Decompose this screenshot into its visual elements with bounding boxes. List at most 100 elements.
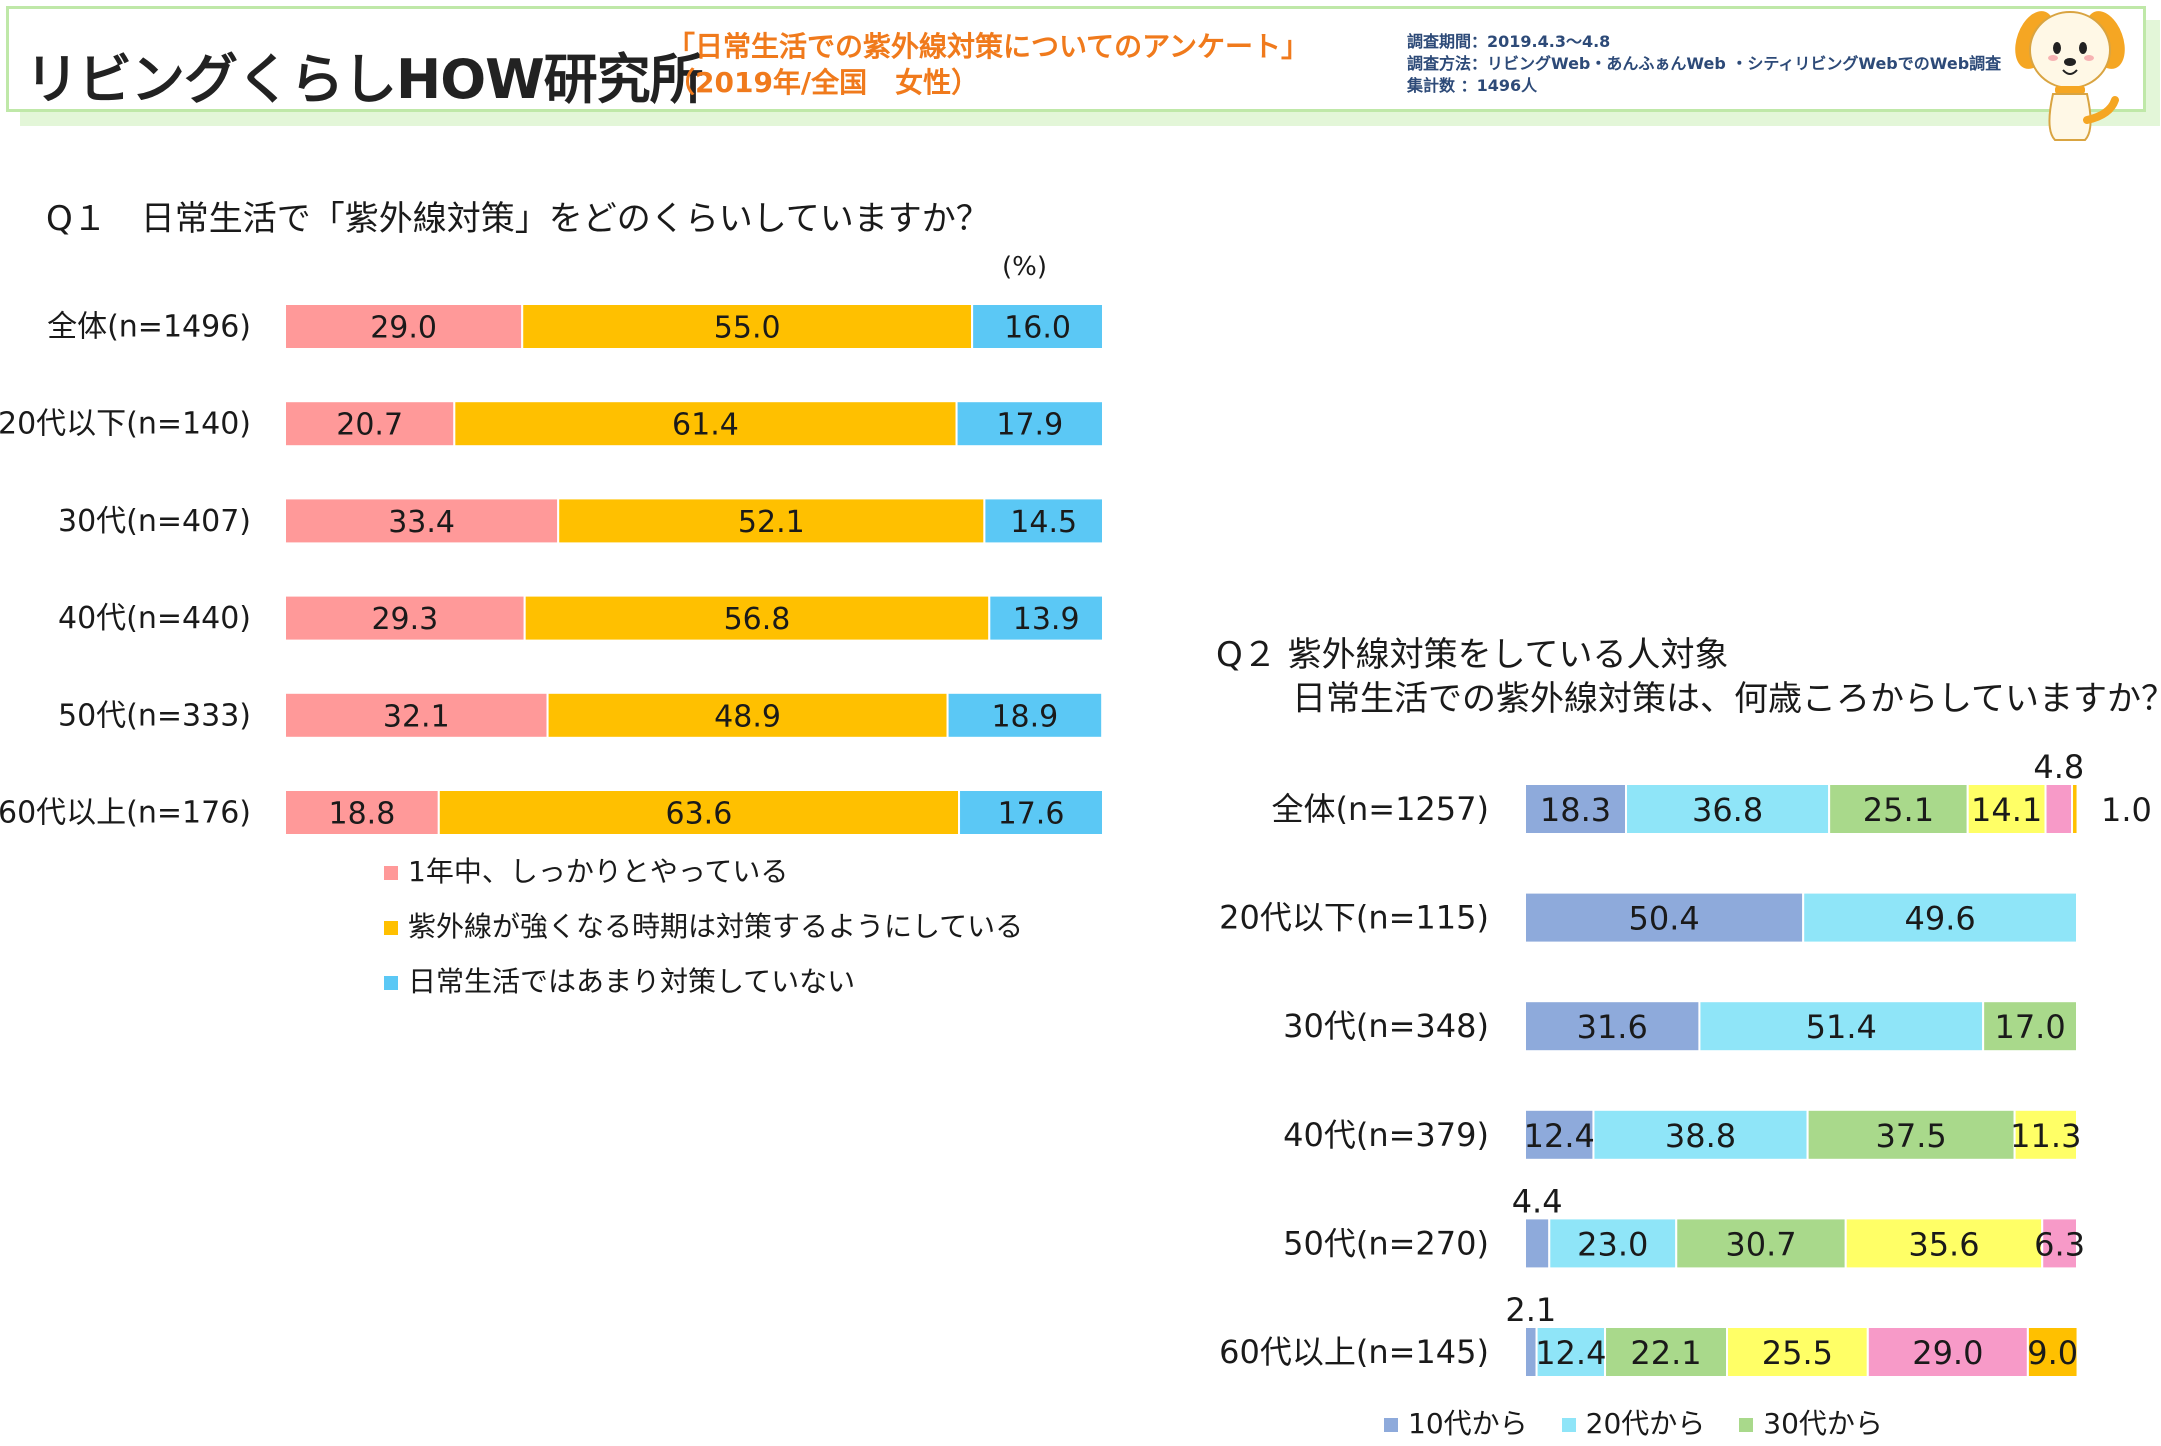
survey-title-line1: 「日常生活での紫外線対策についてのアンケート」 (667, 30, 1310, 63)
survey-count: 集計数 ：1496人 (1407, 76, 1538, 95)
q1-data-label: 29.3 (371, 602, 438, 637)
q2-bar-segment (1844, 1217, 2044, 1270)
q1-bar-segment (988, 594, 1104, 642)
q2-data-label: 36.8 (1692, 791, 1763, 829)
q1-bar-segment (284, 691, 549, 739)
q1-bar-segment (284, 789, 440, 836)
q2-legend: 10代から 20代から 30代から (1384, 1402, 1917, 1442)
q1-legend: 1年中、しっかりとやっている紫外線が強くなる時期は対策するようにしている日常生活… (384, 844, 1023, 1009)
q2-bar-segment (1524, 1108, 1595, 1161)
q2-bar-segment (1592, 1108, 1809, 1161)
q2-bar-segment (1535, 1326, 1607, 1378)
q1-legend-item: 紫外線が強くなる時期は対策するようにしている (384, 899, 1023, 954)
legend-swatch (1739, 1418, 1754, 1432)
q2-bar-segment (2071, 783, 2079, 835)
q1-category-label: 30代(n=407) (58, 504, 251, 539)
q1-bar-segment (983, 497, 1105, 545)
q2-data-label: 37.5 (1875, 1117, 1946, 1155)
legend-swatch (1384, 1418, 1398, 1432)
q2-title-line2: 日常生活での紫外線対策は、何歳ころからしていますか？ (1292, 679, 2161, 719)
q1-bar-segment (453, 400, 958, 448)
survey-title-line2: （2019年/全国 女性） (667, 66, 980, 99)
survey-header: リビングくらしHOW研究所 「日常生活での紫外線対策についてのアンケート」 （2… (6, 6, 2146, 112)
q2-data-label: 2.1 (1505, 1291, 1556, 1329)
q1-bar-segment (437, 789, 961, 836)
q2-bar-segment (1866, 1326, 2029, 1378)
q1-legend-item: 1年中、しっかりとやっている (384, 844, 1023, 899)
q2-data-label: 25.5 (1762, 1334, 1833, 1372)
q2-legend-item: 20代から (1561, 1402, 1706, 1442)
legend-swatch (384, 866, 398, 880)
q1-data-label: 61.4 (672, 408, 739, 443)
q2-category-label: 30代(n=348) (1283, 1007, 1489, 1045)
survey-method: 調査方法：リビングWeb・あんふぁんWeb ・シティリビングWebでのWeb調査 (1407, 54, 2002, 73)
q2-bar-segment (1524, 1217, 1551, 1270)
legend-label: 30代から (1763, 1407, 1883, 1440)
q1-bar-segment (284, 303, 524, 350)
q2-bar-segment (2013, 1108, 2079, 1161)
q2-bar-segment (1625, 783, 1831, 835)
q1-data-label: 48.9 (714, 699, 781, 734)
q2-bar-segment (1726, 1326, 1869, 1378)
q2-data-label: 4.4 (1512, 1182, 1563, 1220)
q2-category-label: 20代以下(n=115) (1219, 899, 1489, 937)
q1-data-label: 33.4 (388, 505, 455, 540)
q1-data-label: 63.6 (666, 797, 733, 832)
q1-category-label: 全体(n=1496) (47, 310, 251, 345)
q1-data-label: 16.0 (1004, 311, 1071, 346)
q2-bar-segment (1675, 1217, 1847, 1270)
q1-title: Q１ 日常生活で「紫外線対策」をどのくらいしていますか？ (46, 199, 990, 239)
q2-bar-segment (1524, 783, 1628, 835)
q2-data-label: 38.8 (1665, 1117, 1736, 1155)
legend-swatch (1561, 1418, 1576, 1432)
q1-data-label: 32.1 (383, 699, 450, 734)
q2-bar-segment (2044, 783, 2074, 835)
q2-data-label: 25.1 (1863, 791, 1934, 829)
q2-data-label: 6.3 (2034, 1225, 2085, 1263)
q1-bar-segment (284, 497, 560, 545)
q2-bar-segment (1698, 1000, 1985, 1053)
q1-data-label: 56.8 (724, 602, 791, 637)
q2-data-label: 49.6 (1904, 900, 1975, 938)
q2-bar-segment (2026, 1326, 2079, 1378)
q2-data-label: 11.3 (2010, 1117, 2081, 1155)
q2-legend-item: 30代から (1739, 1402, 1883, 1442)
q2-bar-segment (2041, 1217, 2078, 1270)
q1-data-label: 55.0 (714, 311, 781, 346)
q2-data-label: 35.6 (1908, 1225, 1979, 1263)
legend-label: 紫外線が強くなる時期は対策するようにしている (408, 910, 1024, 943)
q1-legend-item: 日常生活ではあまり対策していない (384, 954, 1023, 1009)
q2-data-label: 23.0 (1577, 1225, 1648, 1263)
q2-data-label: 51.4 (1806, 1008, 1877, 1046)
q2-category-label: 40代(n=379) (1283, 1116, 1489, 1154)
q2-data-label: 14.1 (1971, 791, 2042, 829)
q1-category-label: 50代(n=333) (58, 698, 251, 733)
q1-data-label: 20.7 (336, 408, 403, 443)
q2-data-label: 4.8 (2033, 748, 2084, 786)
q2-data-label: 9.0 (2027, 1334, 2078, 1372)
q2-data-label: 31.6 (1577, 1008, 1648, 1046)
brand-logo: リビングくらしHOW研究所 (25, 48, 704, 111)
legend-label: 20代から (1585, 1407, 1706, 1440)
legend-label: 10代から (1408, 1407, 1528, 1440)
q2-data-label: 22.1 (1630, 1334, 1701, 1372)
q1-data-label: 17.6 (998, 797, 1065, 832)
q1-data-label: 17.9 (996, 408, 1063, 443)
q1-data-label: 52.1 (738, 505, 805, 540)
q1-data-label: 14.5 (1010, 505, 1077, 540)
q2-bar-segment (1982, 1000, 2078, 1053)
q2-data-label: 18.3 (1540, 791, 1611, 829)
legend-swatch (384, 921, 398, 935)
q1-data-label: 18.8 (328, 797, 395, 832)
q1-category-label: 40代(n=440) (58, 601, 251, 636)
q2-category-label: 60代以上(n=145) (1219, 1333, 1489, 1371)
q2-data-label: 12.4 (1535, 1334, 1606, 1372)
q1-bar-segment (946, 691, 1104, 739)
legend-swatch (384, 976, 398, 990)
q2-category-label: 全体(n=1257) (1271, 790, 1489, 828)
q2-bar-segment (1802, 891, 2078, 944)
q2-data-label: 30.7 (1725, 1225, 1796, 1263)
q1-bar-segment (557, 497, 986, 545)
q1-category-label: 60代以上(n=176) (0, 796, 251, 831)
q2-title-line1: Q２ 紫外線対策をしている人対象 (1216, 635, 1729, 675)
